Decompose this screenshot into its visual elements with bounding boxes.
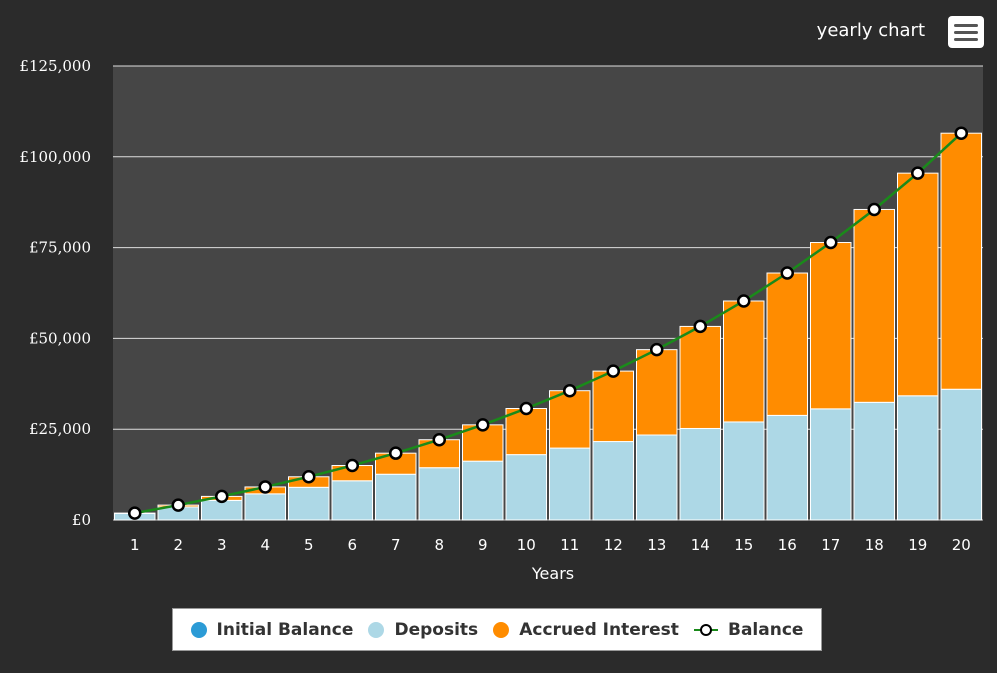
balance-point (476, 418, 490, 432)
balance-point (258, 480, 272, 494)
balance-point (519, 401, 533, 416)
x-tick-label: 19 (908, 536, 927, 554)
y-tick-label: £0 (72, 511, 91, 529)
x-tick-label: 15 (734, 536, 753, 554)
bar-accrued-interest (505, 407, 547, 456)
x-tick-label: 12 (604, 536, 623, 554)
x-tick-label: 18 (865, 536, 884, 554)
legend-label: Balance (728, 619, 804, 640)
legend-item-initial-balance[interactable]: Initial Balance (190, 619, 354, 640)
balance-point (345, 458, 359, 473)
balance-point (215, 489, 229, 504)
x-tick-label: 10 (517, 536, 536, 554)
bar-accrued-interest (766, 272, 808, 416)
x-axis-title: Years (531, 564, 574, 583)
balance-point (432, 432, 446, 447)
hamburger-menu-icon-bar (954, 30, 978, 34)
bar-deposits (592, 441, 634, 521)
y-tick-label: £50,000 (29, 329, 91, 347)
balance-point (954, 126, 968, 140)
bar-accrued-interest (723, 300, 765, 423)
y-tick-label: £100,000 (19, 148, 91, 166)
legend-label: Deposits (394, 619, 479, 640)
x-tick-label: 1 (130, 536, 140, 554)
balance-point (563, 383, 577, 398)
balance-point (737, 294, 751, 308)
balance-point (693, 319, 707, 334)
balance-line-swatch-icon (694, 622, 718, 638)
y-tick-label: £75,000 (29, 239, 91, 257)
balance-point (128, 506, 142, 520)
legend-item-deposits[interactable]: Deposits (368, 620, 478, 640)
bar-deposits (766, 414, 808, 521)
bar-deposits (505, 454, 547, 521)
deposits-swatch-icon (368, 621, 385, 638)
legend-label: Initial Balance (216, 619, 354, 640)
balance-point (824, 235, 838, 250)
bar-accrued-interest (810, 242, 852, 410)
bar-accrued-interest (549, 390, 591, 449)
x-tick-label: 17 (821, 536, 840, 554)
bar-deposits (375, 473, 417, 521)
bar-deposits (331, 480, 373, 521)
bar-deposits (288, 486, 330, 521)
balance-point (302, 470, 316, 484)
x-tick-label: 8 (434, 536, 444, 554)
balance-point (171, 498, 185, 512)
bar-deposits (810, 408, 852, 521)
x-tick-label: 20 (952, 536, 971, 554)
legend-item-accrued-interest[interactable]: Accrued Interest (493, 620, 679, 640)
bar-deposits (897, 395, 939, 521)
bar-deposits (679, 427, 721, 521)
x-tick-label: 5 (304, 536, 314, 554)
balance-point (911, 166, 925, 180)
balance-line (134, 132, 963, 515)
chart-menu-button[interactable] (948, 16, 984, 48)
bar-deposits (244, 493, 286, 521)
x-tick-label: 16 (778, 536, 797, 554)
legend-item-balance[interactable]: Balance (694, 620, 803, 640)
x-tick-label: 9 (478, 536, 488, 554)
chart-title: yearly chart (816, 20, 925, 41)
balance-point (606, 364, 620, 378)
bar-deposits (940, 388, 982, 521)
bar-deposits (201, 499, 243, 521)
balance-point (780, 266, 794, 280)
initial-balance-swatch-icon (190, 621, 207, 638)
hamburger-menu-icon (954, 23, 978, 27)
bar-accrued-interest (940, 132, 982, 390)
y-tick-label: £25,000 (29, 420, 91, 438)
bar-deposits (636, 434, 678, 521)
chart-plot: £0 £25,000 £50,000 £75,000 £100,000 £125,000 1… (19, 57, 983, 583)
bar-deposits (723, 421, 765, 521)
balance-point (650, 342, 664, 357)
accrued-interest-swatch-icon (493, 621, 510, 638)
x-tick-label: 4 (260, 536, 270, 554)
x-tick-label: 14 (691, 536, 710, 554)
bar-deposits (549, 447, 591, 521)
x-tick-label: 6 (347, 536, 357, 554)
bar-deposits (853, 401, 895, 521)
hamburger-menu-icon-bar (954, 37, 978, 41)
balance-point (867, 202, 881, 217)
bar-deposits (462, 460, 504, 521)
x-tick-label: 3 (217, 536, 227, 554)
legend-label: Accrued Interest (519, 619, 679, 640)
x-tick-label: 11 (560, 536, 579, 554)
y-tick-label: £125,000 (19, 57, 91, 75)
bar-accrued-interest (679, 325, 721, 429)
x-tick-label: 13 (647, 536, 666, 554)
balance-point (389, 446, 403, 460)
bar-accrued-interest (853, 208, 895, 403)
x-tick-label: 7 (391, 536, 401, 554)
x-tick-label: 2 (173, 536, 183, 554)
chart-legend: Initial Balance Deposits Accrued Interes… (172, 608, 822, 651)
bar-accrued-interest (592, 370, 634, 443)
plot-area (113, 66, 983, 520)
bar-deposits (418, 467, 460, 521)
bar-accrued-interest (897, 172, 939, 397)
bar-accrued-interest (636, 349, 678, 436)
